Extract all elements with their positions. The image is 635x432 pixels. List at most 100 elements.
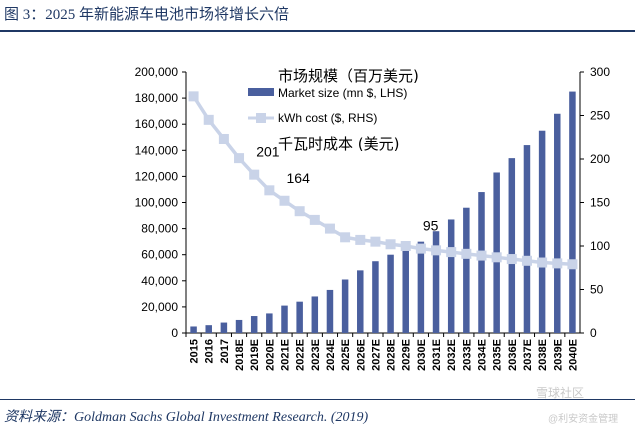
kwh-cost-marker	[324, 223, 335, 234]
x-tick-label: 2023E	[310, 339, 322, 371]
kwh-cost-marker	[188, 91, 199, 102]
kwh-cost-marker	[279, 195, 290, 206]
bar-mark	[357, 270, 364, 333]
x-tick-label: 2031E	[431, 339, 443, 371]
bar-mark	[266, 313, 273, 333]
y-left-tick-label: 40,000	[141, 274, 178, 288]
x-tick-label: 2018E	[234, 339, 246, 371]
watermark-subtext: @利安资金管理	[548, 414, 619, 425]
y-right-tick-label: 50	[590, 283, 604, 297]
y-right-tick-label: 0	[590, 326, 597, 340]
y-left-tick-label: 0	[171, 326, 178, 340]
kwh-cost-marker	[431, 245, 442, 256]
y-left-tick-label: 100,000	[135, 196, 179, 210]
kwh-cost-marker	[249, 169, 260, 180]
x-tick-label: 2030E	[416, 339, 428, 371]
x-tick-label: 2019E	[249, 339, 261, 371]
bar-mark	[447, 219, 455, 333]
kwh-cost-marker	[415, 243, 426, 254]
legend-bar-label: Market size (mn $, LHS)	[278, 86, 407, 100]
x-tick-label: 2033E	[461, 339, 473, 371]
x-tick-label: 2021E	[280, 339, 292, 371]
kwh-cost-line	[192, 95, 573, 267]
bar-mark	[281, 305, 288, 333]
y-right-tick-label: 100	[590, 239, 610, 253]
y-right-tick-label: 250	[590, 109, 610, 123]
bar-mark	[432, 231, 440, 333]
x-tick-label: 2016	[204, 339, 216, 363]
y-left-tick-label: 160,000	[135, 117, 179, 131]
bar-mark	[387, 254, 394, 333]
y-left-tick-label: 200,000	[135, 65, 179, 79]
x-tick-label: 2034E	[477, 339, 489, 371]
bar-mark	[417, 241, 425, 333]
tick-label-layer: 0 20,000 40,000 60,000 80,000 100,000 120,000 1…	[135, 65, 611, 371]
kwh-cost-marker	[476, 250, 487, 261]
y-left-tick-label: 120,000	[135, 169, 179, 183]
kwh-cost-marker	[294, 206, 305, 217]
x-tick-label: 2028E	[386, 339, 398, 371]
figure-title: 图 3：2025 年新能源车电池市场将增长六倍	[4, 7, 290, 23]
data-label: 95	[423, 218, 439, 234]
legend-bar-swatch	[248, 88, 274, 96]
y-left-tick-label: 140,000	[135, 143, 179, 157]
data-label: 164	[287, 170, 311, 186]
bar-mark	[508, 158, 516, 333]
legend-line-marker	[256, 113, 266, 123]
kwh-cost-marker	[491, 252, 502, 263]
legend-line-label: kWh cost ($, RHS)	[278, 111, 377, 125]
y-right-tick-label: 200	[590, 152, 610, 166]
legend: 市场规模（百万美元)Market size (mn $, LHS) kWh cos…	[248, 67, 419, 153]
bar-mark	[220, 322, 228, 333]
y-left-tick-label: 60,000	[141, 248, 178, 262]
watermark-text: 雪球社区	[536, 386, 585, 400]
bar-mark	[190, 326, 197, 333]
x-tick-label: 2029E	[401, 339, 413, 371]
x-tick-label: 2040E	[567, 339, 579, 371]
bar-mark	[478, 192, 485, 333]
x-tick-label: 2032E	[446, 339, 458, 371]
bar-mark	[311, 296, 319, 333]
axes-layer	[182, 71, 584, 337]
kwh-cost-marker	[506, 254, 517, 265]
x-tick-label: 2025E	[340, 339, 352, 371]
kwh-cost-marker	[521, 255, 532, 266]
bar-mark	[523, 145, 531, 333]
bar-mark	[205, 325, 212, 333]
y-left-tick-label: 180,000	[135, 91, 179, 105]
bar-mark	[235, 319, 243, 333]
bar-mark	[463, 207, 470, 333]
bar-mark	[250, 316, 258, 333]
x-tick-label: 2027E	[370, 339, 382, 371]
kwh-cost-marker	[461, 248, 472, 259]
bar-mark	[326, 289, 334, 333]
kwh-cost-marker	[309, 214, 320, 225]
x-tick-label: 2022E	[295, 339, 307, 371]
kwh-cost-marker	[446, 247, 457, 258]
x-tick-label: 2020E	[264, 339, 276, 371]
bar-mark	[402, 248, 409, 333]
kwh-cost-marker	[234, 153, 245, 164]
title-rule	[0, 30, 635, 32]
bar-mark	[341, 279, 349, 333]
kwh-cost-marker	[355, 234, 366, 245]
y-right-tick-label: 150	[590, 196, 610, 210]
x-tick-label: 2036E	[507, 339, 519, 371]
kwh-cost-marker	[567, 259, 578, 270]
source-note: 资料来源：Goldman Sachs Global Investment Res…	[4, 410, 369, 425]
legend-line-label-cn: 千瓦时成本 (美元)	[278, 135, 399, 153]
kwh-cost-marker	[400, 241, 411, 251]
y-left-tick-label: 80,000	[141, 222, 178, 236]
x-tick-label: 2024E	[325, 339, 337, 371]
line-series-layer	[188, 91, 578, 270]
kwh-cost-marker	[385, 239, 396, 250]
kwh-cost-marker	[537, 257, 548, 268]
bottom-rule	[0, 399, 635, 400]
y-right-tick-label: 300	[590, 65, 610, 79]
x-tick-label: 2035E	[492, 339, 504, 371]
x-tick-label: 2017	[219, 339, 231, 363]
x-tick-label: 2039E	[552, 339, 564, 371]
bar-mark	[372, 261, 379, 333]
bar-mark	[296, 301, 303, 333]
bar-mark	[569, 91, 576, 333]
